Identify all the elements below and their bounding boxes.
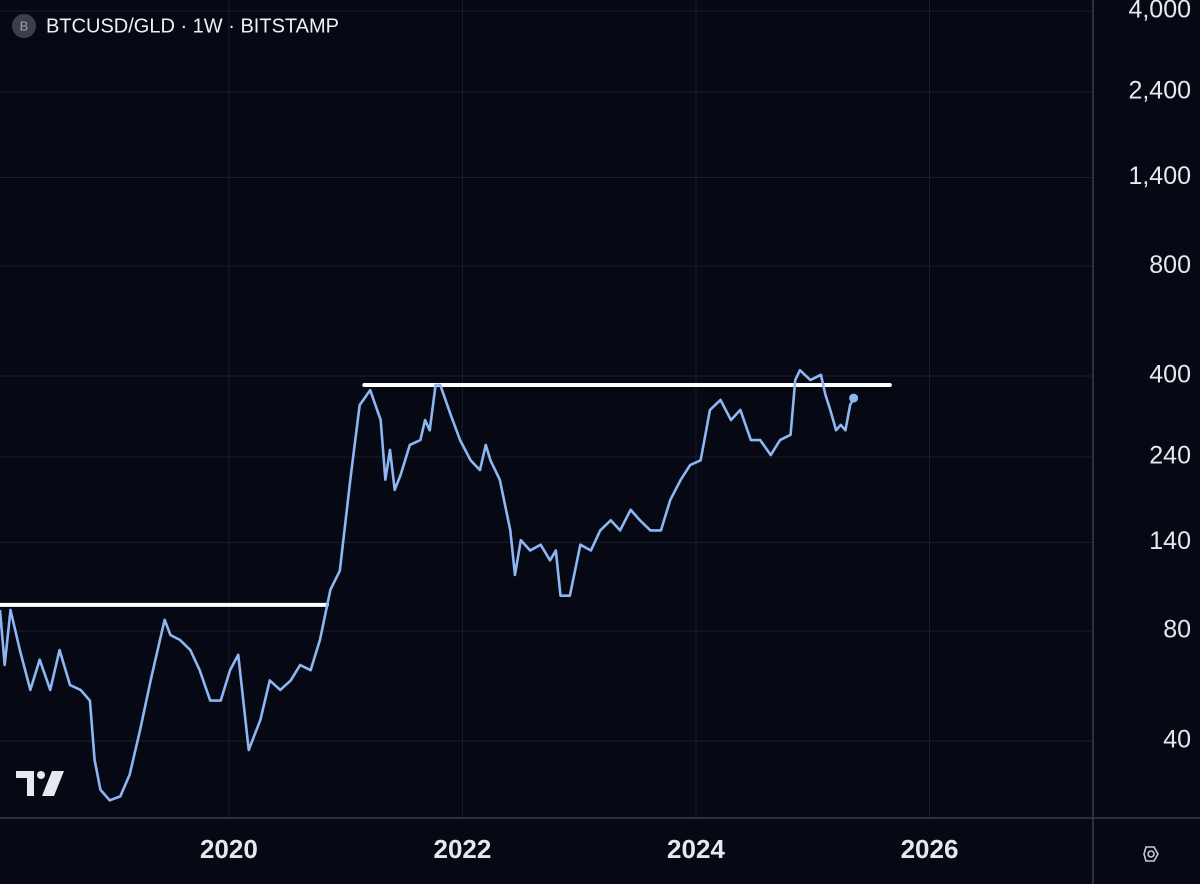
x-tick-label: 2020 xyxy=(200,834,258,864)
tradingview-logo xyxy=(16,771,64,796)
chart-title[interactable]: BTCUSD/GLD · 1W · BITSTAMP xyxy=(46,15,339,37)
symbol-badge-circle xyxy=(12,14,36,38)
grid xyxy=(0,0,1093,818)
y-tick-label: 1,400 xyxy=(1128,162,1191,190)
settings-icon[interactable] xyxy=(1143,846,1159,862)
y-tick-label: 4,000 xyxy=(1128,0,1191,24)
logo-part xyxy=(42,771,64,796)
settings-dot[interactable] xyxy=(1147,850,1155,858)
y-tick-label: 80 xyxy=(1163,616,1191,644)
price-line xyxy=(0,368,855,802)
x-tick-label: 2024 xyxy=(667,834,725,864)
y-tick-label: 240 xyxy=(1149,442,1191,470)
y-tick-label: 40 xyxy=(1163,726,1191,754)
axes: 40 80 140 240 400 800 1,400 2,400 4,000 2020 2022 2… xyxy=(200,0,1191,864)
logo-part xyxy=(37,771,45,779)
plot xyxy=(0,368,892,802)
y-tick-label: 140 xyxy=(1149,527,1191,555)
header: B BTCUSD/GLD · 1W · BITSTAMP xyxy=(12,14,339,38)
logo-part xyxy=(16,771,34,796)
x-tick-label: 2026 xyxy=(901,834,959,864)
symbol-badge: B xyxy=(20,18,29,33)
settings-hexagon[interactable] xyxy=(1143,846,1159,862)
y-tick-label: 2,400 xyxy=(1128,77,1191,105)
y-tick-label: 800 xyxy=(1149,251,1191,279)
x-tick-label: 2022 xyxy=(434,834,492,864)
last-point xyxy=(849,393,859,403)
y-tick-label: 400 xyxy=(1149,361,1191,389)
